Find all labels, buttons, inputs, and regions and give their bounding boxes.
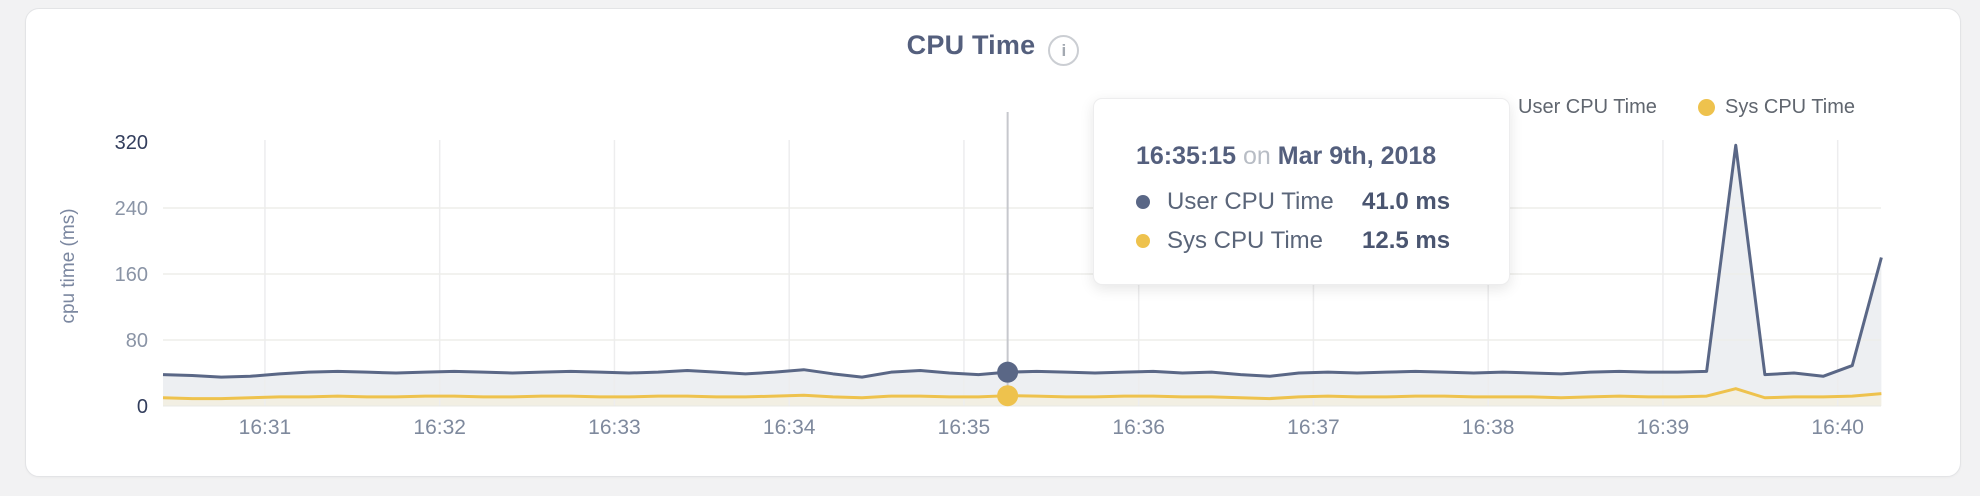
x-tick-label: 16:36 — [1112, 416, 1165, 439]
user-cpu-line — [162, 143, 1883, 379]
tooltip-series-label: User CPU Time — [1167, 187, 1334, 215]
x-tick-label: 16:31 — [239, 416, 292, 439]
x-tick-label: 16:34 — [763, 416, 816, 439]
x-tick-label: 16:35 — [938, 416, 991, 439]
x-tick-label: 16:38 — [1462, 416, 1515, 439]
user-series-dot-icon — [1136, 194, 1150, 209]
x-tick-label: 16:32 — [413, 416, 466, 439]
tooltip-connector: on — [1243, 142, 1271, 170]
sys-cpu-line — [162, 387, 1882, 401]
user-cpu-area — [163, 145, 1882, 399]
tooltip-row-sys: Sys CPU Time 12.5 ms — [1136, 221, 1467, 260]
y-tick-label: 80 — [126, 330, 148, 352]
tooltip-series-value: 12.5 ms — [1362, 226, 1451, 254]
tooltip-title: 16:35:15 on Mar 9th, 2018 — [1136, 143, 1467, 169]
tooltip-date: Mar 9th, 2018 — [1277, 142, 1437, 170]
chart-header: CPU Time i — [25, 30, 1961, 66]
legend-item-user-cpu-time[interactable]: User CPU Time — [1491, 96, 1657, 119]
tooltip-series-label: Sys CPU Time — [1167, 226, 1324, 254]
x-tick-label: 16:33 — [588, 416, 641, 439]
info-icon[interactable]: i — [1048, 35, 1080, 66]
x-tick-label: 16:37 — [1287, 416, 1340, 439]
y-axis-title: cpu time (ms) — [58, 208, 79, 324]
page-title: CPU Time — [906, 30, 1036, 60]
sys-series-dot-icon — [1698, 99, 1715, 116]
y-tick-label: 0 — [137, 396, 148, 418]
legend-item-sys-cpu-time[interactable]: Sys CPU Time — [1698, 96, 1855, 119]
x-tick-label: 16:39 — [1637, 416, 1690, 439]
y-tick-label: 160 — [115, 264, 148, 286]
user-highlight-dot[interactable] — [997, 361, 1019, 383]
y-tick-label: 320 — [115, 132, 148, 154]
chart-tooltip: 16:35:15 on Mar 9th, 2018 User CPU Time … — [1093, 98, 1510, 285]
x-tick-label: 16:40 — [1811, 416, 1864, 439]
tooltip-row-user: User CPU Time 41.0 ms — [1136, 182, 1467, 221]
tooltip-time: 16:35:15 — [1136, 142, 1237, 170]
y-tick-label: 240 — [115, 198, 148, 220]
legend-label: Sys CPU Time — [1725, 96, 1856, 118]
tooltip-series-value: 41.0 ms — [1362, 187, 1451, 215]
sys-highlight-dot[interactable] — [997, 385, 1019, 407]
sys-series-dot-icon — [1136, 233, 1150, 248]
legend-label: User CPU Time — [1518, 96, 1657, 118]
